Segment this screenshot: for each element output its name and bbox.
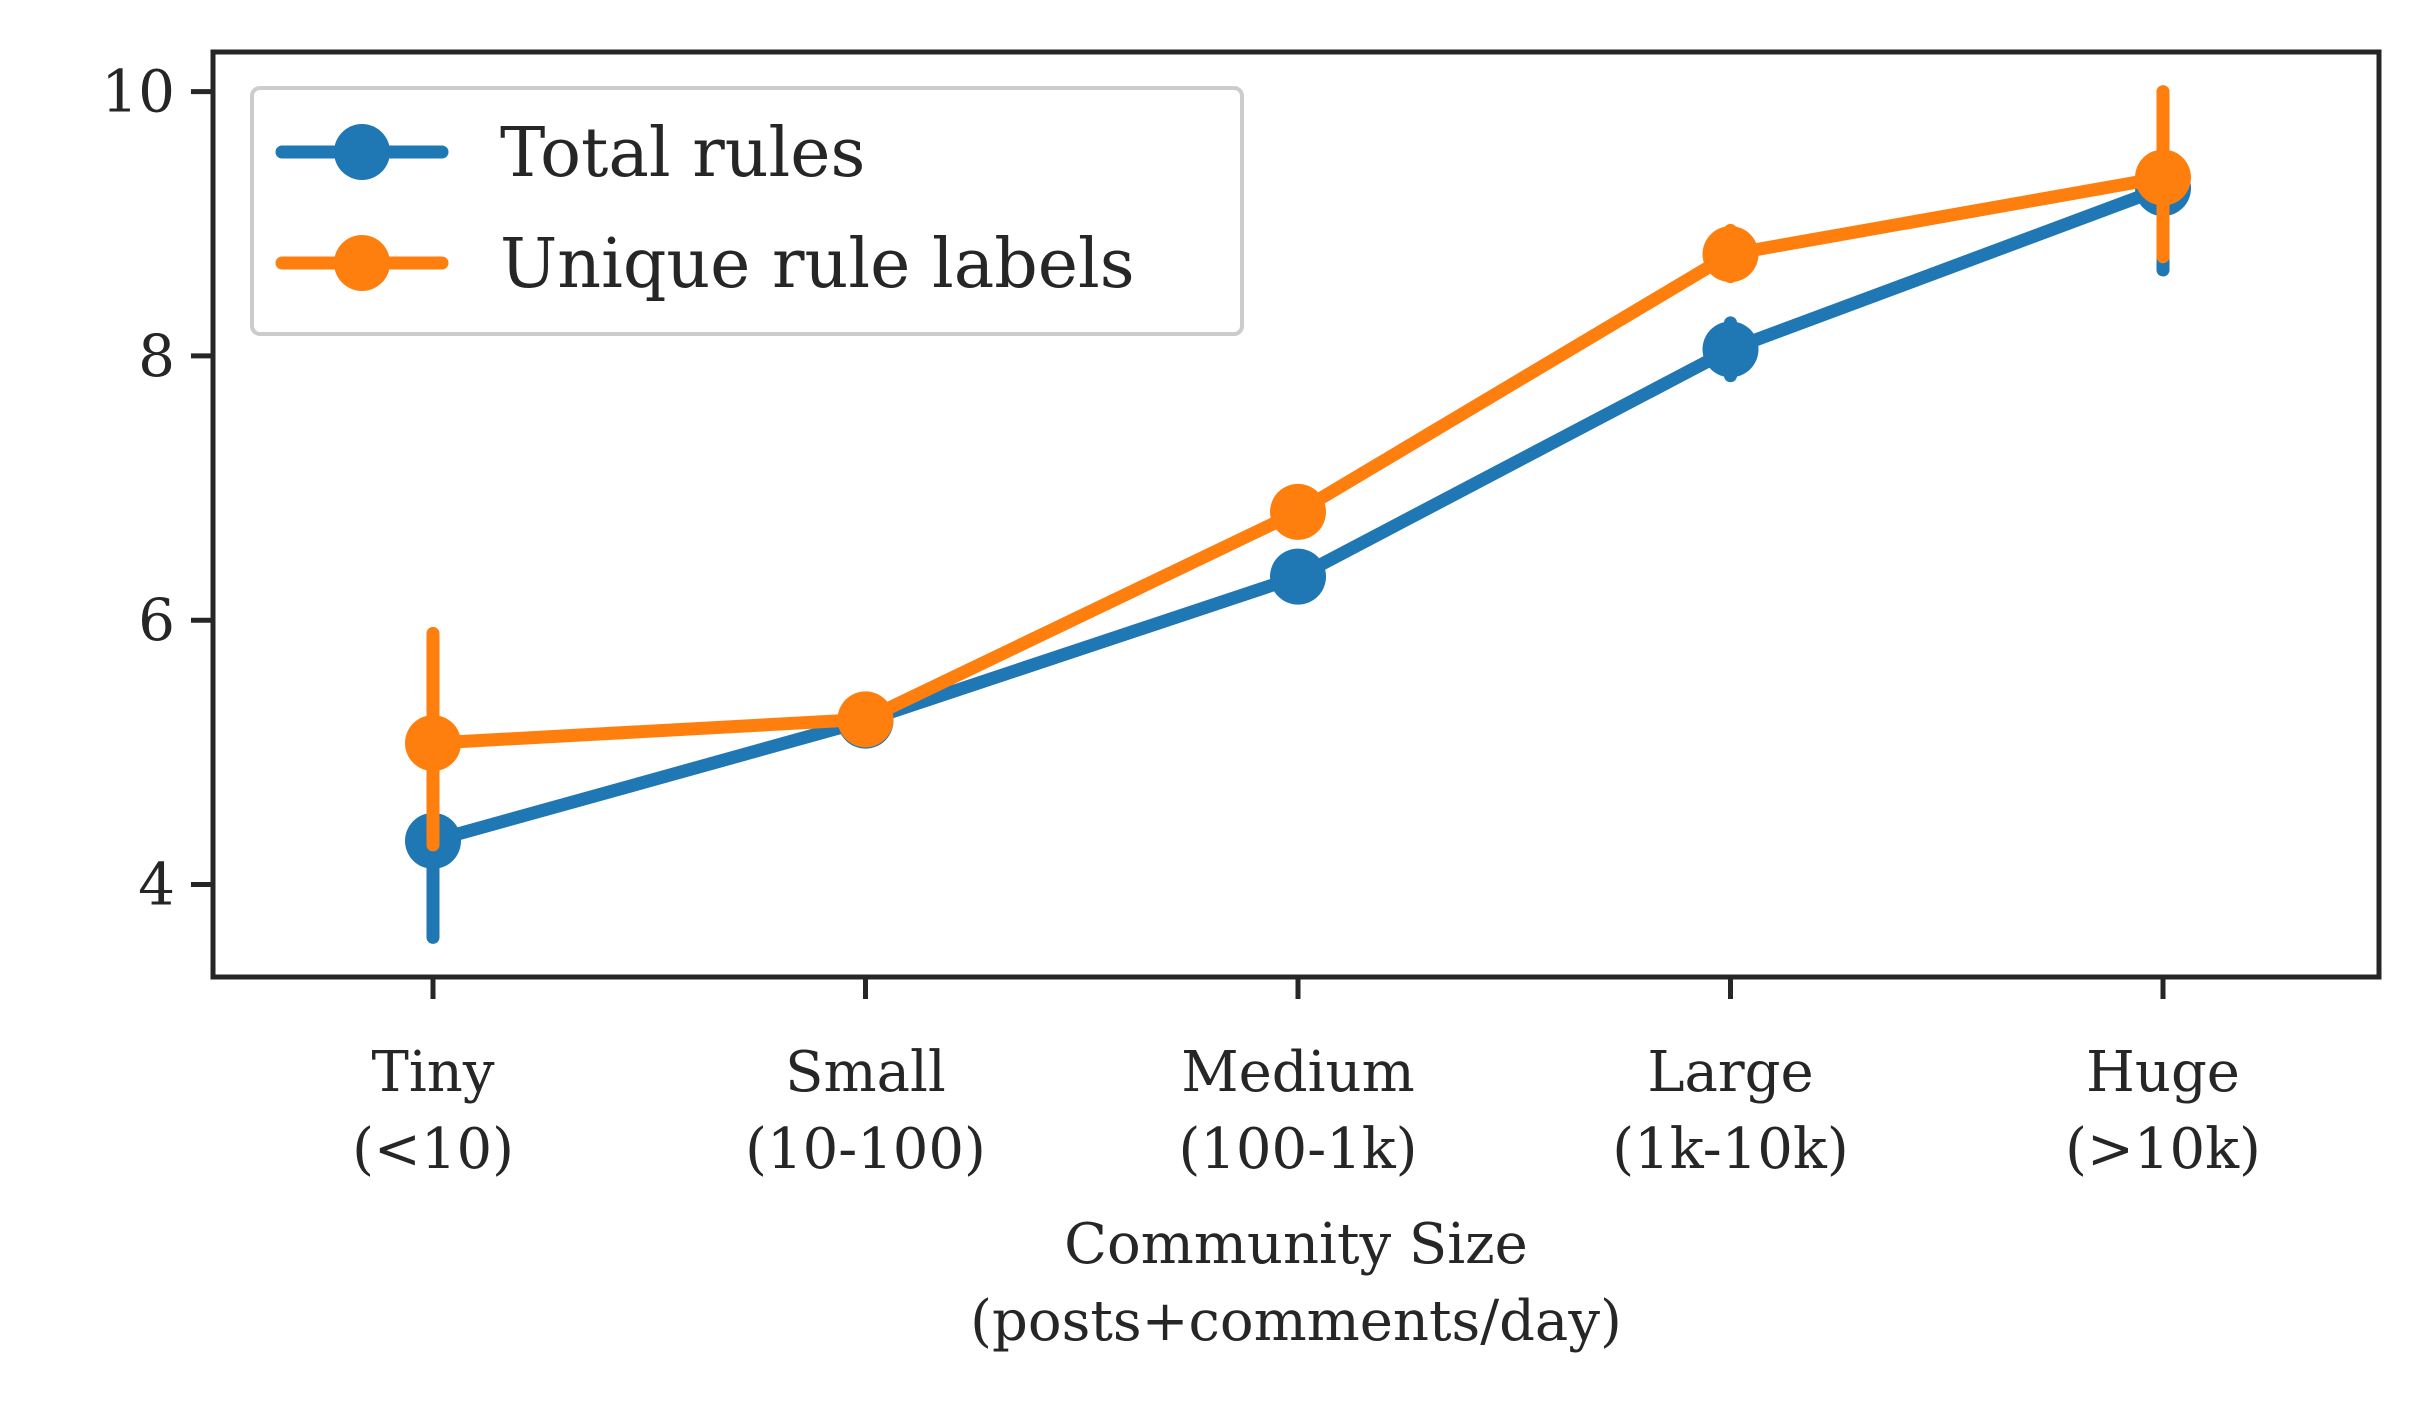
x-tick-sublabel-2: (100-1k) [1178, 1117, 1417, 1182]
y-axis: 4 6 8 10 [101, 58, 213, 919]
legend: Total rules Unique rule labels [250, 86, 1244, 336]
x-tick-label-0: Tiny [372, 1040, 495, 1105]
x-axis: Tiny (<10) Small (10-100) Medium (100-1k) Larg… [352, 977, 2261, 1182]
x-axis-label-line-2: (posts+comments/day) [970, 1289, 1622, 1354]
legend-label-unique-rule-labels: Unique rule labels [500, 225, 1135, 304]
x-tick-label-1: Small [785, 1040, 946, 1105]
legend-marker-total-rules [334, 124, 390, 180]
point-unique-rule-labels-1 [837, 691, 894, 748]
legend-marker-unique-rule-labels [334, 235, 390, 291]
legend-label-total-rules: Total rules [500, 114, 865, 193]
x-tick-label-4: Huge [2086, 1040, 2240, 1105]
point-unique-rule-labels-4 [2135, 149, 2191, 206]
legend-box [250, 86, 1244, 336]
x-tick-label-2: Medium [1181, 1040, 1414, 1105]
x-tick-label-3: Large [1647, 1040, 1813, 1105]
x-tick-sublabel-1: (10-100) [745, 1117, 986, 1182]
x-axis-label-line-1: Community Size [1064, 1212, 1528, 1277]
x-tick-sublabel-0: (<10) [352, 1117, 514, 1182]
y-tick-label-1: 6 [138, 586, 175, 654]
series-unique-rule-labels [405, 85, 2191, 852]
point-total-rules-2 [1270, 548, 1326, 605]
x-tick-sublabel-3: (1k-10k) [1612, 1117, 1848, 1182]
y-tick-label-3: 10 [101, 58, 175, 126]
x-axis-label: Community Size (posts+comments/day) [970, 1212, 1622, 1354]
point-total-rules-3 [1702, 321, 1759, 378]
point-unique-rule-labels-3 [1702, 226, 1759, 283]
plot-content [405, 85, 2191, 944]
y-tick-label-2: 8 [138, 322, 175, 390]
point-unique-rule-labels-0 [405, 715, 461, 772]
x-tick-sublabel-4: (>10k) [2065, 1117, 2261, 1182]
point-unique-rule-labels-2 [1270, 483, 1326, 540]
y-tick-label-0: 4 [138, 851, 175, 919]
